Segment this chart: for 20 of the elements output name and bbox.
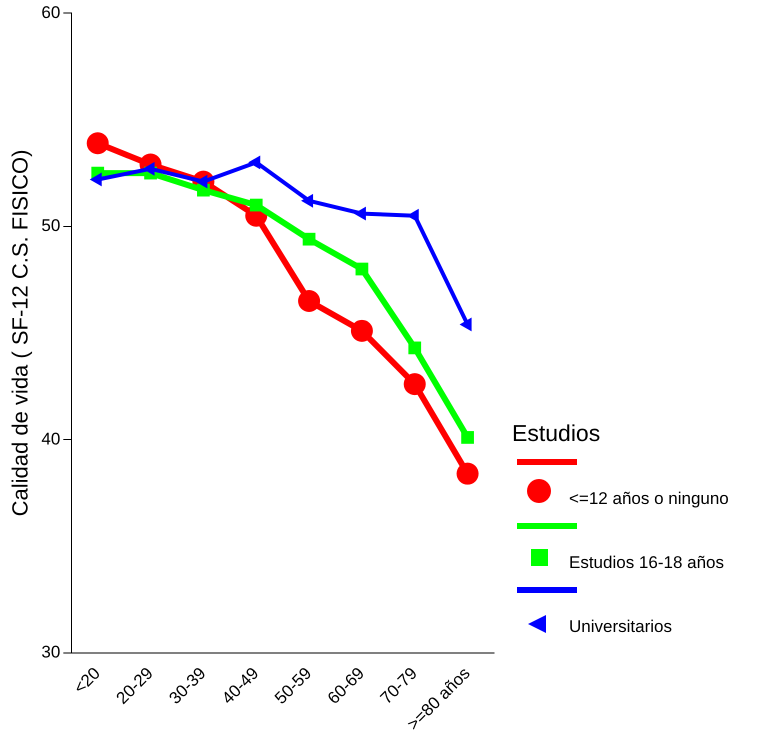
y-tick-label: 50 xyxy=(41,216,60,236)
x-tick-label: <20 xyxy=(70,664,104,698)
legend-title: Estudios xyxy=(512,420,602,447)
point xyxy=(461,431,474,444)
point xyxy=(302,232,316,246)
point xyxy=(250,198,263,212)
point xyxy=(298,290,320,312)
point xyxy=(350,320,373,342)
legend-label: Estudios 16-18 años xyxy=(569,553,724,573)
y-tick-label: 60 xyxy=(41,2,60,22)
legend-label: Universitarios xyxy=(569,617,672,637)
point xyxy=(404,373,426,396)
y-tick-label: 40 xyxy=(41,429,60,448)
legend-label: <=12 años o ninguno xyxy=(569,489,729,509)
point xyxy=(456,462,479,485)
point xyxy=(86,132,109,154)
y-axis-title: Calidad de vida ( SF-12 C.S. FISICO) xyxy=(7,150,32,516)
point xyxy=(356,262,368,276)
point xyxy=(408,342,422,354)
y-tick-label: 30 xyxy=(41,642,60,662)
